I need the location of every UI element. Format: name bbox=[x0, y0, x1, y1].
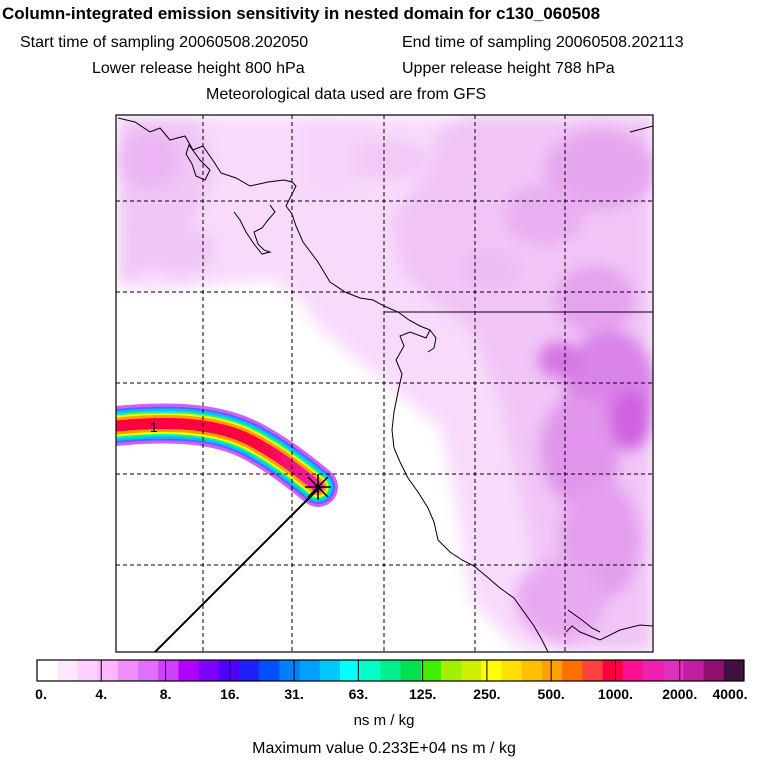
colorbar-swatch bbox=[723, 660, 745, 681]
colorbar-tick-label: 125. bbox=[409, 686, 437, 702]
colorbar-swatch bbox=[380, 660, 402, 681]
colorbar-swatch bbox=[602, 660, 624, 681]
colorbar-swatch bbox=[259, 660, 280, 681]
colorbar-swatch bbox=[117, 660, 139, 681]
colorbar-swatch bbox=[441, 660, 462, 681]
colorbar-tick-label: 250. bbox=[473, 686, 501, 702]
colorbar-swatch bbox=[562, 660, 583, 681]
colorbar-swatch bbox=[501, 660, 523, 681]
colorbar-swatch bbox=[461, 660, 482, 681]
colorbar-units: ns m / kg bbox=[353, 712, 415, 729]
colorbar-swatch bbox=[521, 660, 543, 681]
colorbar-swatch bbox=[481, 660, 503, 681]
colorbar-swatch bbox=[299, 660, 321, 681]
colorbar-tick-label: 16. bbox=[220, 686, 240, 702]
colorbar-swatch bbox=[279, 660, 301, 681]
colorbar-swatch bbox=[400, 660, 422, 681]
colorbar-tick-label: 2000. bbox=[662, 686, 698, 702]
plot-title: Column-integrated emission sensitivity i… bbox=[2, 4, 601, 23]
colorbar-swatch bbox=[239, 660, 260, 681]
colorbar-tick-label: 4. bbox=[95, 686, 108, 702]
start-time-label: Start time of sampling 20060508.202050 bbox=[20, 34, 309, 51]
colorbar-tick-label: 0. bbox=[35, 686, 47, 702]
met-data-label: Meteorological data used are from GFS bbox=[206, 86, 487, 103]
colorbar-swatch bbox=[582, 660, 604, 681]
map-frame bbox=[115, 114, 654, 653]
colorbar-swatch bbox=[138, 660, 159, 681]
colorbar-swatch bbox=[340, 660, 361, 681]
colorbar-swatch bbox=[218, 660, 240, 681]
colorbar-tick-label: 4000. bbox=[712, 686, 748, 702]
colorbar-swatch bbox=[542, 660, 563, 681]
colorbar-swatch bbox=[57, 660, 78, 681]
end-time-label: End time of sampling 20060508.202113 bbox=[402, 34, 684, 51]
colorbar-tick-label: 1000. bbox=[597, 686, 633, 702]
upper-release-label: Upper release height 788 hPa bbox=[402, 60, 615, 77]
colorbar-swatch bbox=[37, 660, 58, 681]
trajectory-age-label: 1 bbox=[150, 419, 158, 435]
release-location-marker bbox=[305, 474, 331, 500]
colorbar-tick-label: 63. bbox=[348, 686, 369, 702]
colorbar-tick-label: 31. bbox=[284, 686, 304, 702]
colorbar-swatch bbox=[77, 660, 99, 681]
map-gridlines bbox=[116, 115, 653, 652]
coastlines bbox=[117, 117, 653, 652]
emission-plume bbox=[116, 403, 338, 507]
colorbar-tick-label: 500. bbox=[537, 686, 565, 702]
colorbar-swatch bbox=[683, 660, 705, 681]
colorbar-tick-label: 8. bbox=[159, 686, 172, 702]
colorbar-swatch bbox=[703, 660, 725, 681]
colorbar-swatch bbox=[663, 660, 684, 681]
colorbar-frame bbox=[36, 659, 745, 682]
colorbar-swatch bbox=[360, 660, 381, 681]
colorbar-swatch bbox=[622, 660, 644, 681]
colorbar-swatch bbox=[158, 660, 179, 681]
flight-track bbox=[154, 486, 321, 652]
colorbar-swatch bbox=[97, 660, 119, 681]
colorbar-swatch bbox=[178, 660, 200, 681]
maximum-value-label: Maximum value 0.233E+04 ns m / kg bbox=[252, 740, 516, 757]
colorbar-swatch bbox=[198, 660, 220, 681]
colorbar-swatch bbox=[420, 660, 442, 681]
colorbar bbox=[36, 659, 745, 682]
colorbar-swatch bbox=[643, 660, 664, 681]
colorbar-swatch bbox=[319, 660, 341, 681]
lower-release-label: Lower release height 800 hPa bbox=[92, 60, 305, 77]
